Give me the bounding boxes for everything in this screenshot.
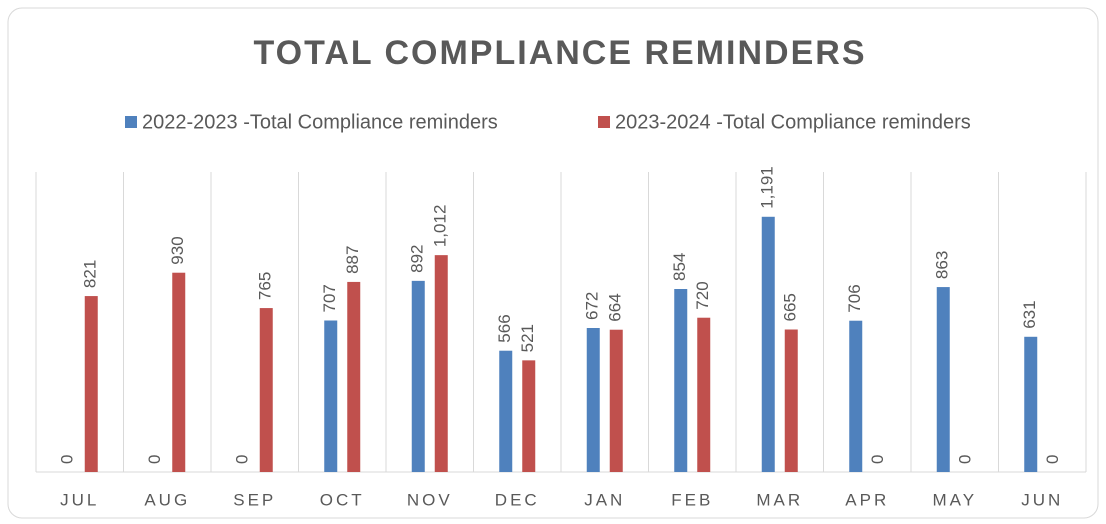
x-tick-label: JAN — [584, 490, 625, 509]
bar — [411, 280, 425, 472]
x-tick-label: JUN — [1021, 490, 1063, 509]
x-tick-label: SEP — [233, 490, 276, 509]
bar — [936, 287, 950, 472]
data-label: 720 — [693, 281, 712, 309]
bar — [1024, 336, 1038, 472]
bar — [259, 308, 273, 472]
legend-label: 2022-2023 -Total Compliance reminders — [142, 111, 498, 133]
bar — [697, 317, 711, 472]
bar — [347, 281, 361, 472]
data-label: 765 — [256, 272, 275, 300]
data-label: 664 — [606, 293, 625, 321]
x-tick-label: MAY — [932, 490, 977, 509]
data-label: 672 — [583, 292, 602, 320]
data-label: 821 — [81, 260, 100, 288]
data-label: 854 — [670, 253, 689, 281]
data-label: 0 — [868, 455, 887, 464]
bar — [434, 255, 448, 472]
x-tick-label: NOV — [407, 490, 453, 509]
x-tick-label: DEC — [495, 490, 540, 509]
data-label: 706 — [845, 284, 864, 312]
data-label: 665 — [781, 293, 800, 321]
bar — [499, 350, 513, 472]
x-tick-label: JUL — [60, 490, 99, 509]
data-label: 0 — [58, 455, 77, 464]
x-tick-label: MAR — [756, 490, 803, 509]
x-tick-label: FEB — [671, 490, 713, 509]
chart-frame — [7, 7, 1099, 519]
legend-label: 2023-2024 -Total Compliance reminders — [615, 111, 971, 133]
chart-title: TOTAL COMPLIANCE REMINDERS — [253, 34, 866, 72]
bar — [609, 329, 623, 472]
bar — [784, 329, 798, 472]
data-label: 930 — [168, 236, 187, 264]
bar — [172, 272, 186, 472]
x-tick-label: APR — [845, 490, 889, 509]
bar — [586, 328, 600, 472]
x-tick-label: OCT — [320, 490, 365, 509]
bar — [522, 360, 536, 472]
data-label: 0 — [233, 455, 252, 464]
data-label: 707 — [320, 284, 339, 312]
data-label: 1,191 — [758, 166, 777, 209]
bar — [849, 320, 863, 472]
bar — [84, 296, 98, 472]
data-label: 863 — [933, 251, 952, 279]
data-label: 0 — [956, 455, 975, 464]
data-label: 892 — [408, 244, 427, 272]
data-label: 521 — [518, 324, 537, 352]
data-label: 0 — [1043, 455, 1062, 464]
x-tick-label: AUG — [144, 490, 190, 509]
data-label: 566 — [495, 314, 514, 342]
legend-swatch — [125, 116, 137, 128]
bar — [761, 216, 775, 472]
bar — [674, 289, 688, 472]
data-label: 887 — [343, 246, 362, 274]
bar — [324, 320, 338, 472]
legend-swatch — [598, 116, 610, 128]
data-label: 1,012 — [431, 205, 450, 248]
data-label: 631 — [1020, 300, 1039, 328]
data-label: 0 — [145, 455, 164, 464]
